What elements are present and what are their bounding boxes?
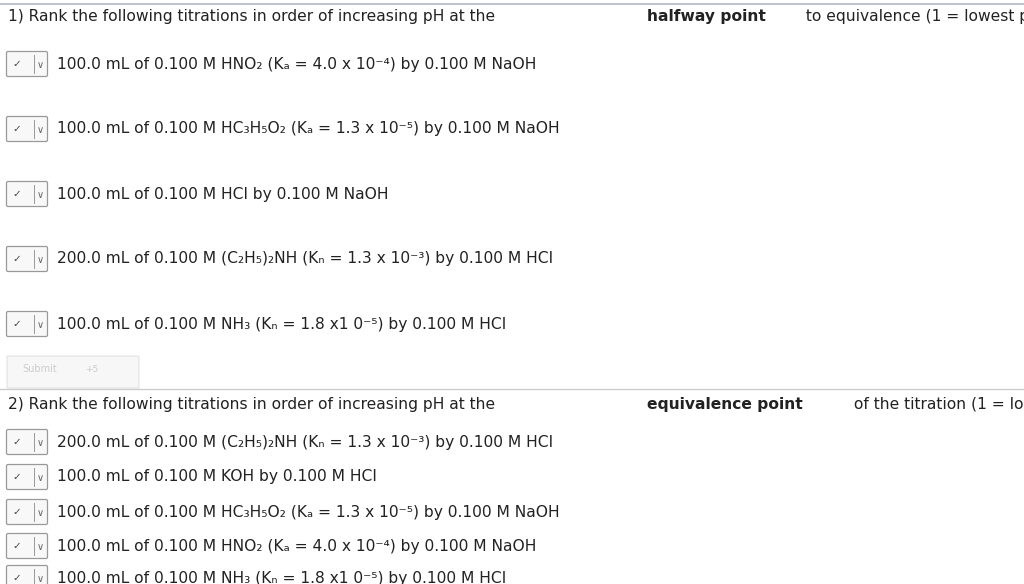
- Text: ∨: ∨: [37, 473, 43, 483]
- Text: ∨: ∨: [37, 60, 43, 70]
- Text: 100.0 mL of 0.100 M HNO₂ (Kₐ = 4.0 x 10⁻⁴) by 0.100 M NaOH: 100.0 mL of 0.100 M HNO₂ (Kₐ = 4.0 x 10⁻…: [57, 538, 537, 554]
- Text: 100.0 mL of 0.100 M HNO₂ (Kₐ = 4.0 x 10⁻⁴) by 0.100 M NaOH: 100.0 mL of 0.100 M HNO₂ (Kₐ = 4.0 x 10⁻…: [57, 57, 537, 71]
- Text: ✓: ✓: [12, 573, 20, 583]
- Text: ✓: ✓: [12, 437, 20, 447]
- Text: ∨: ∨: [37, 320, 43, 330]
- Text: ✓: ✓: [12, 319, 20, 329]
- Text: ✓: ✓: [12, 59, 20, 69]
- Text: of the titration (1 = lowest pH and 5 = highest pH).: of the titration (1 = lowest pH and 5 = …: [849, 397, 1024, 412]
- FancyBboxPatch shape: [6, 499, 47, 524]
- FancyBboxPatch shape: [6, 246, 47, 272]
- FancyBboxPatch shape: [6, 182, 47, 207]
- FancyBboxPatch shape: [6, 565, 47, 584]
- Text: 1) Rank the following titrations in order of increasing pH at the: 1) Rank the following titrations in orde…: [8, 9, 500, 23]
- FancyBboxPatch shape: [6, 51, 47, 77]
- FancyBboxPatch shape: [6, 464, 47, 489]
- FancyBboxPatch shape: [6, 429, 47, 454]
- Text: 100.0 mL of 0.100 M NH₃ (Kₙ = 1.8 x1 0⁻⁵) by 0.100 M HCl: 100.0 mL of 0.100 M NH₃ (Kₙ = 1.8 x1 0⁻⁵…: [57, 571, 506, 584]
- Text: 100.0 mL of 0.100 M NH₃ (Kₙ = 1.8 x1 0⁻⁵) by 0.100 M HCl: 100.0 mL of 0.100 M NH₃ (Kₙ = 1.8 x1 0⁻⁵…: [57, 317, 506, 332]
- Text: ✓: ✓: [12, 507, 20, 517]
- Text: ∨: ∨: [37, 574, 43, 584]
- Text: 200.0 mL of 0.100 M (C₂H₅)₂NH (Kₙ = 1.3 x 10⁻³) by 0.100 M HCl: 200.0 mL of 0.100 M (C₂H₅)₂NH (Kₙ = 1.3 …: [57, 434, 553, 450]
- Text: ✓: ✓: [12, 541, 20, 551]
- Text: ∨: ∨: [37, 508, 43, 518]
- Text: 2) Rank the following titrations in order of increasing pH at the: 2) Rank the following titrations in orde…: [8, 397, 500, 412]
- Text: 100.0 mL of 0.100 M HCl by 0.100 M NaOH: 100.0 mL of 0.100 M HCl by 0.100 M NaOH: [57, 186, 388, 201]
- Text: ✓: ✓: [12, 189, 20, 199]
- Text: +5: +5: [85, 364, 98, 374]
- FancyBboxPatch shape: [6, 311, 47, 336]
- Text: ✓: ✓: [12, 472, 20, 482]
- Text: halfway point: halfway point: [647, 9, 766, 23]
- FancyBboxPatch shape: [6, 116, 47, 141]
- Text: 100.0 mL of 0.100 M HC₃H₅O₂ (Kₐ = 1.3 x 10⁻⁵) by 0.100 M NaOH: 100.0 mL of 0.100 M HC₃H₅O₂ (Kₐ = 1.3 x …: [57, 121, 560, 137]
- Text: ✓: ✓: [12, 124, 20, 134]
- FancyBboxPatch shape: [6, 534, 47, 558]
- Text: 200.0 mL of 0.100 M (C₂H₅)₂NH (Kₙ = 1.3 x 10⁻³) by 0.100 M HCl: 200.0 mL of 0.100 M (C₂H₅)₂NH (Kₙ = 1.3 …: [57, 252, 553, 266]
- Text: ∨: ∨: [37, 125, 43, 135]
- Text: 100.0 mL of 0.100 M HC₃H₅O₂ (Kₐ = 1.3 x 10⁻⁵) by 0.100 M NaOH: 100.0 mL of 0.100 M HC₃H₅O₂ (Kₐ = 1.3 x …: [57, 505, 560, 520]
- FancyBboxPatch shape: [7, 356, 139, 388]
- Text: ∨: ∨: [37, 190, 43, 200]
- Text: ✓: ✓: [12, 254, 20, 264]
- Text: equivalence point: equivalence point: [647, 397, 803, 412]
- Text: ∨: ∨: [37, 255, 43, 265]
- Text: to equivalence (1 = lowest pH and 5 = highest pH).: to equivalence (1 = lowest pH and 5 = hi…: [802, 9, 1024, 23]
- Text: ∨: ∨: [37, 542, 43, 552]
- Text: Submit: Submit: [22, 364, 56, 374]
- Text: ∨: ∨: [37, 438, 43, 448]
- Text: 100.0 mL of 0.100 M KOH by 0.100 M HCl: 100.0 mL of 0.100 M KOH by 0.100 M HCl: [57, 470, 377, 485]
